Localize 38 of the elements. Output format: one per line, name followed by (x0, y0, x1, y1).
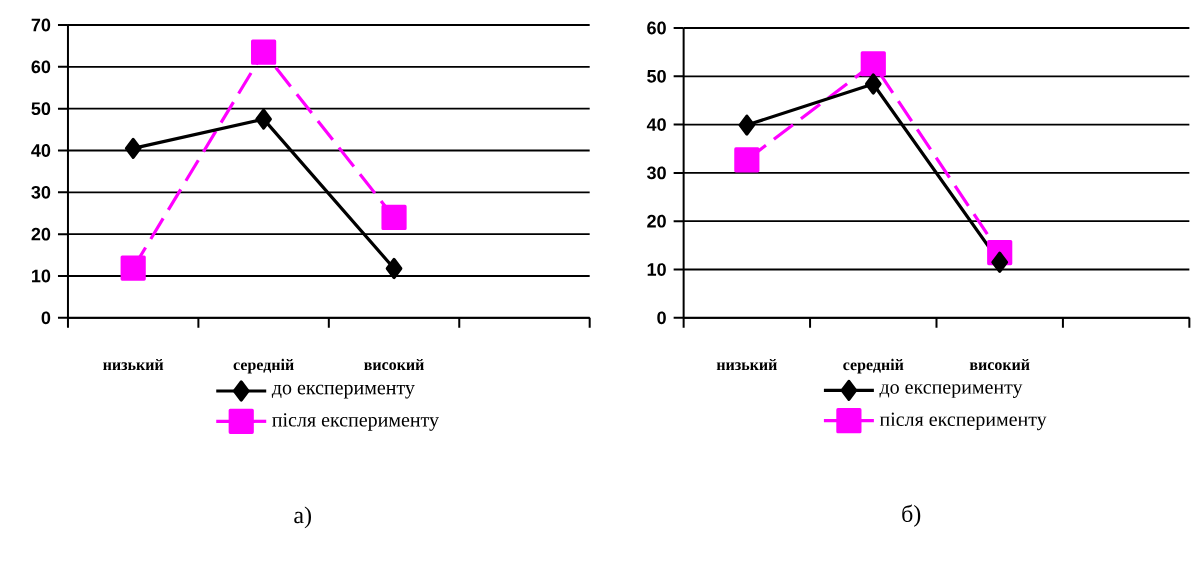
y-tick-label: 60 (647, 21, 666, 35)
point (734, 147, 760, 173)
point (120, 255, 146, 281)
y-tick-label: 40 (31, 144, 51, 158)
point (124, 137, 142, 160)
point (991, 251, 1009, 274)
point (864, 73, 882, 95)
text: а) (294, 506, 311, 529)
point (251, 39, 277, 65)
x-tick-label: низький (716, 359, 777, 371)
x-tick-label: низький (103, 359, 164, 371)
x-tick-label: високий (969, 359, 1030, 371)
y-tick-label: 70 (31, 18, 51, 32)
point (385, 258, 403, 280)
point (255, 108, 272, 130)
y-tick-label: 50 (31, 102, 51, 116)
y-tick-label: 30 (646, 166, 666, 180)
point (860, 51, 886, 77)
y-tick-label: 50 (647, 70, 666, 83)
point (381, 204, 407, 231)
x-tick-label: середній (843, 359, 904, 374)
y-tick-label: 30 (31, 186, 51, 199)
legend-label: після експерименту (272, 413, 439, 431)
legend-label: до експерименту (879, 384, 1023, 399)
y-tick-label: 0 (41, 311, 51, 325)
y-tick-label: 20 (31, 227, 51, 241)
text: б) (902, 504, 921, 528)
y-tick-label: 40 (646, 118, 666, 132)
x-tick-label: середній (233, 359, 294, 374)
y-tick-label: 10 (32, 269, 51, 283)
legend-label: до експерименту (271, 384, 415, 399)
y-tick-label: 0 (657, 311, 666, 325)
y-tick-label: 10 (647, 263, 666, 277)
y-tick-label: 60 (31, 60, 51, 74)
y-tick-label: 20 (647, 215, 666, 228)
point (738, 114, 756, 136)
x-tick-label: високий (364, 359, 424, 371)
legend-label: після експерименту (879, 412, 1047, 431)
